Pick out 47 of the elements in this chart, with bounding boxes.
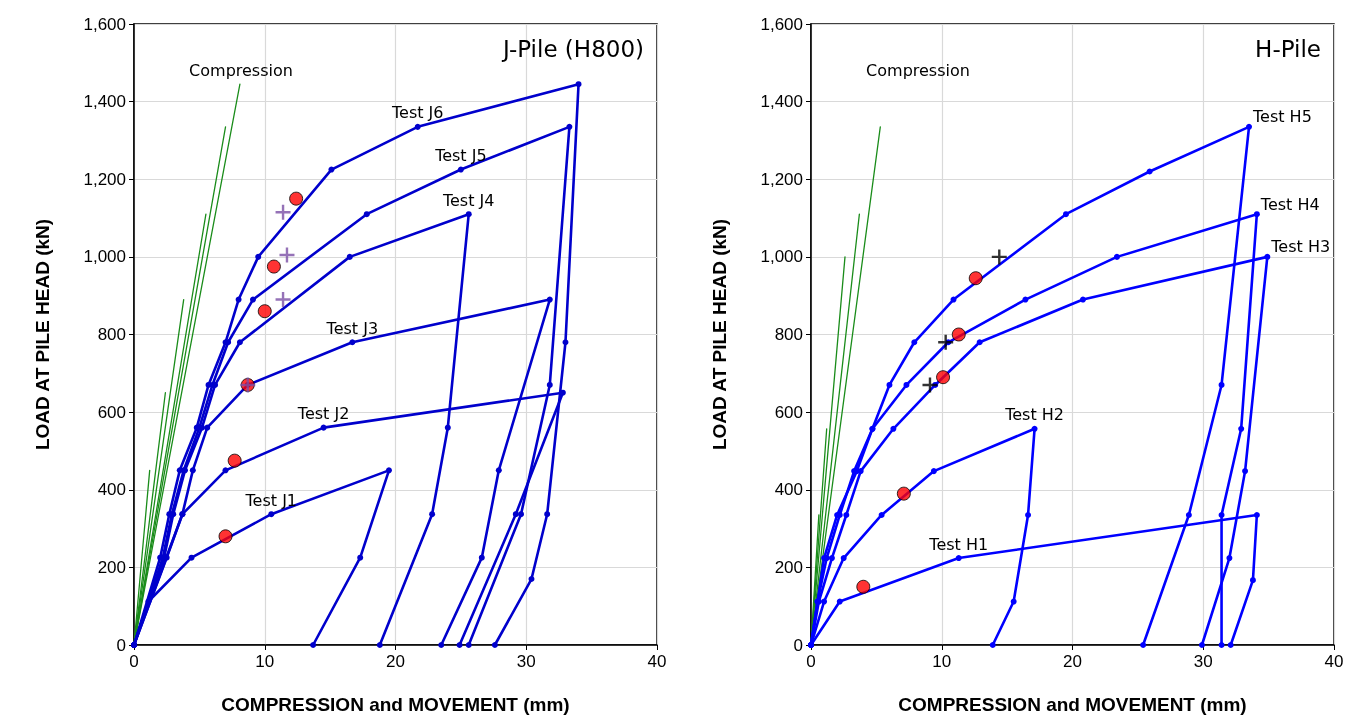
annotation: Test J3 — [325, 318, 379, 338]
x-tick-label: 0 — [129, 652, 139, 671]
y-axis-title: LOAD AT PILE HEAD (kN) — [709, 218, 730, 451]
x-tick-label: 20 — [386, 652, 405, 671]
x-axis-title: COMPRESSION and MOVEMENT (mm) — [898, 694, 1247, 715]
y-tick-label: 1,400 — [760, 92, 803, 112]
annotation: Test J4 — [441, 190, 495, 210]
annotation: Test J1 — [244, 490, 298, 510]
y-tick-label: 1,200 — [83, 169, 126, 189]
x-tick-label: 30 — [1193, 652, 1213, 671]
y-tick-label: 400 — [774, 480, 803, 500]
y-axis-title: LOAD AT PILE HEAD (kN) — [32, 218, 53, 451]
y-tick-label: 1,600 — [760, 14, 803, 34]
y-tick-label: 800 — [774, 325, 803, 344]
y-tick-label: 1,600 — [83, 14, 126, 34]
y-tick-label: 600 — [97, 402, 126, 422]
x-tick-label: 0 — [806, 652, 816, 671]
y-tick-label: 1,200 — [760, 169, 803, 189]
x-tick-label: 10 — [932, 652, 952, 671]
annotation: Test J5 — [434, 146, 487, 166]
y-tick-label: 1,000 — [760, 247, 803, 267]
text: J-Pile (H800) — [500, 35, 645, 62]
annotation: Test J2 — [296, 404, 350, 424]
y-tick-label: 200 — [774, 557, 803, 577]
x-tick-label: 40 — [1324, 652, 1344, 671]
annotation: Test H3 — [1270, 237, 1331, 257]
annotation: Test H5 — [1252, 107, 1312, 127]
annotation: Test J6 — [390, 103, 444, 123]
y-tick-label: 600 — [774, 402, 803, 422]
annotation: Compression — [866, 60, 970, 80]
y-tick-label: 800 — [97, 325, 126, 344]
x-tick-label: 10 — [255, 652, 275, 671]
x-tick-label: 20 — [1063, 652, 1082, 671]
y-tick-label: 0 — [116, 635, 126, 655]
y-tick-label: 0 — [793, 635, 803, 655]
x-axis-title: COMPRESSION and MOVEMENT (mm) — [221, 694, 570, 715]
x-tick-label: 30 — [516, 652, 536, 671]
annotation: Test H2 — [1004, 405, 1064, 425]
y-tick-label: 1,000 — [83, 247, 126, 267]
y-tick-label: 1,400 — [83, 92, 126, 112]
annotation: Test H1 — [928, 534, 989, 554]
annotation: Test H4 — [1259, 194, 1320, 214]
y-tick-label: 400 — [97, 480, 126, 500]
text: H-Pile — [1255, 35, 1321, 62]
y-tick-label: 200 — [97, 557, 126, 577]
x-tick-label: 40 — [647, 652, 667, 671]
annotation: Compression — [189, 60, 293, 80]
